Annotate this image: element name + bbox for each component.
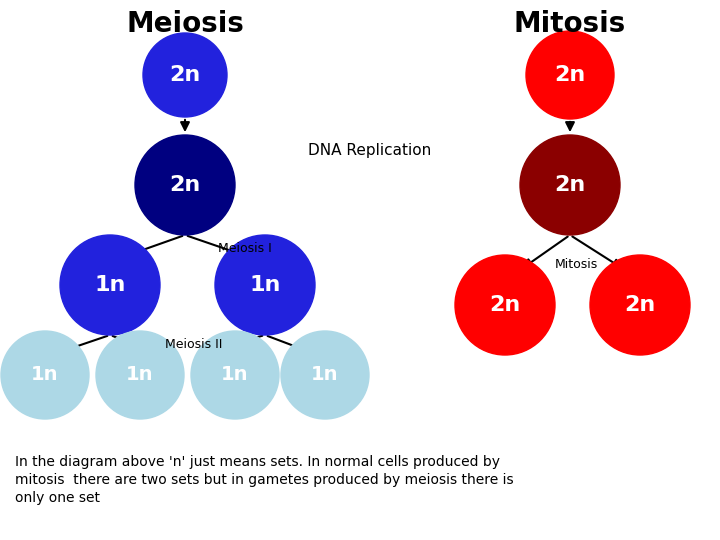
Ellipse shape — [60, 235, 160, 335]
Text: only one set: only one set — [15, 491, 100, 505]
Text: 1n: 1n — [221, 366, 248, 384]
Text: 1n: 1n — [249, 275, 281, 295]
Text: 2n: 2n — [169, 65, 201, 85]
Ellipse shape — [1, 331, 89, 419]
Text: 2n: 2n — [554, 175, 585, 195]
Ellipse shape — [590, 255, 690, 355]
Text: DNA Replication: DNA Replication — [308, 143, 431, 158]
Text: 2n: 2n — [490, 295, 521, 315]
Ellipse shape — [191, 331, 279, 419]
Ellipse shape — [143, 33, 227, 117]
Text: 1n: 1n — [311, 366, 338, 384]
Text: Meiosis I: Meiosis I — [218, 241, 271, 254]
Text: 2n: 2n — [169, 175, 201, 195]
Ellipse shape — [215, 235, 315, 335]
Text: 1n: 1n — [31, 366, 59, 384]
Ellipse shape — [455, 255, 555, 355]
Text: mitosis  there are two sets but in gametes produced by meiosis there is: mitosis there are two sets but in gamete… — [15, 473, 513, 487]
Text: In the diagram above 'n' just means sets. In normal cells produced by: In the diagram above 'n' just means sets… — [15, 455, 500, 469]
Text: Meiosis: Meiosis — [126, 10, 244, 38]
Ellipse shape — [520, 135, 620, 235]
Ellipse shape — [526, 31, 614, 119]
Text: Meiosis II: Meiosis II — [165, 339, 222, 352]
Ellipse shape — [135, 135, 235, 235]
Text: Mitosis: Mitosis — [555, 259, 598, 272]
Text: 2n: 2n — [554, 65, 585, 85]
Text: 2n: 2n — [624, 295, 656, 315]
Ellipse shape — [96, 331, 184, 419]
Ellipse shape — [281, 331, 369, 419]
Text: Mitosis: Mitosis — [514, 10, 626, 38]
Text: 1n: 1n — [94, 275, 126, 295]
Text: 1n: 1n — [126, 366, 154, 384]
